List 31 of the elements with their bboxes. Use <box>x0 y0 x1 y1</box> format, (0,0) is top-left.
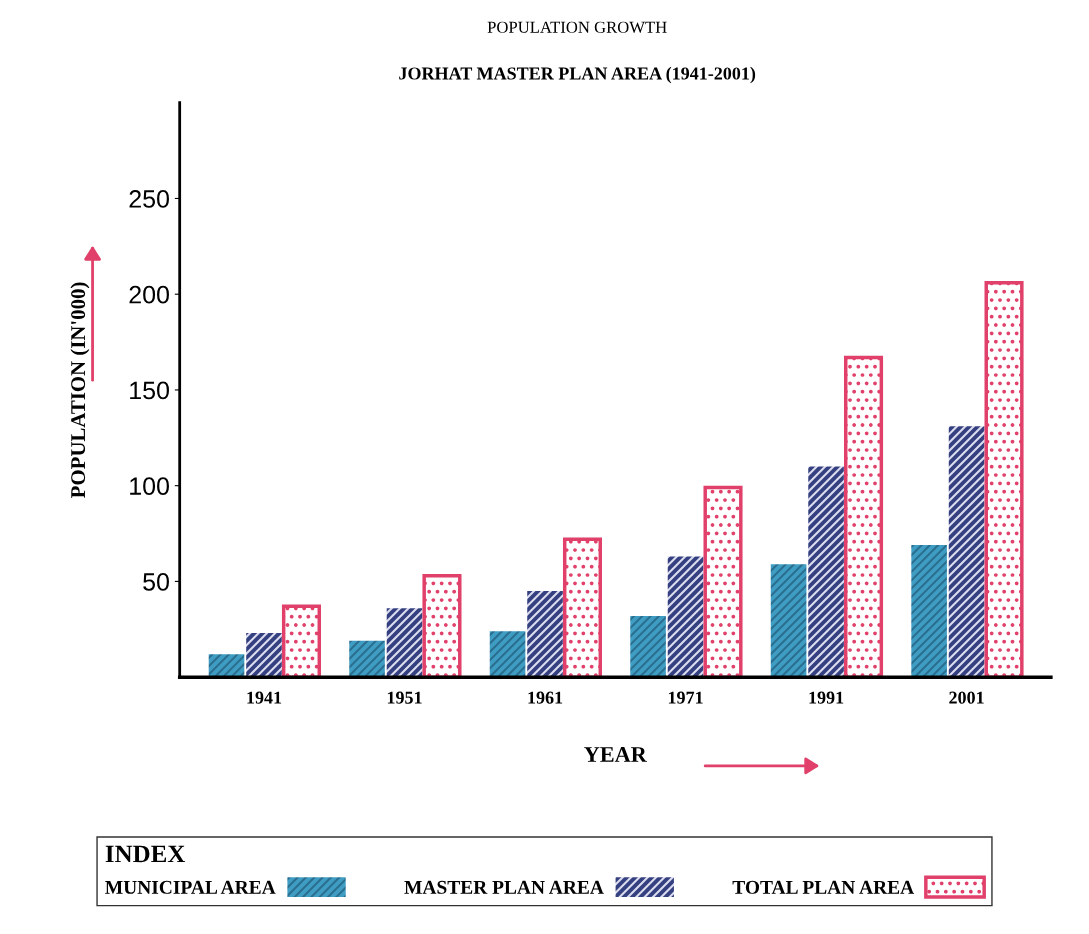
x-tick-label: 1971 <box>668 691 703 704</box>
y-axis-title: POPULATION (IN'000) <box>70 282 90 498</box>
x-tick-label: 1961 <box>528 691 563 704</box>
bar <box>246 633 282 678</box>
chart-subtitle: JORHAT MASTER PLAN AREA (1941-2001) <box>399 66 756 84</box>
x-tick-label: 1991 <box>809 691 844 704</box>
x-tick-label: 1951 <box>387 691 422 704</box>
y-tick-label: 100 <box>130 477 169 495</box>
y-tick-label: 200 <box>129 285 169 304</box>
bar <box>527 590 563 678</box>
bar <box>667 556 704 678</box>
legend-title: INDEX <box>105 845 186 863</box>
y-tick-label: 50 <box>143 573 169 591</box>
bar <box>948 426 985 678</box>
bar <box>770 564 807 678</box>
x-tick-label: 1941 <box>247 691 282 704</box>
bar <box>208 654 245 678</box>
bar <box>489 631 526 678</box>
bar <box>630 615 666 678</box>
legend-label: MUNICIPAL AREA <box>105 880 276 894</box>
chart-title: POPULATION GROWTH <box>487 21 667 33</box>
legend-label: TOTAL PLAN AREA <box>732 880 915 894</box>
bar <box>911 545 947 678</box>
y-tick-label: 250 <box>129 190 169 208</box>
bar <box>808 466 844 678</box>
x-axis-title: YEAR <box>584 747 647 762</box>
bar <box>386 608 423 678</box>
bar <box>349 640 385 678</box>
y-tick-label: 150 <box>130 381 169 400</box>
legend-label: MASTER PLAN AREA <box>404 880 604 894</box>
x-tick-label: 2001 <box>949 691 984 704</box>
